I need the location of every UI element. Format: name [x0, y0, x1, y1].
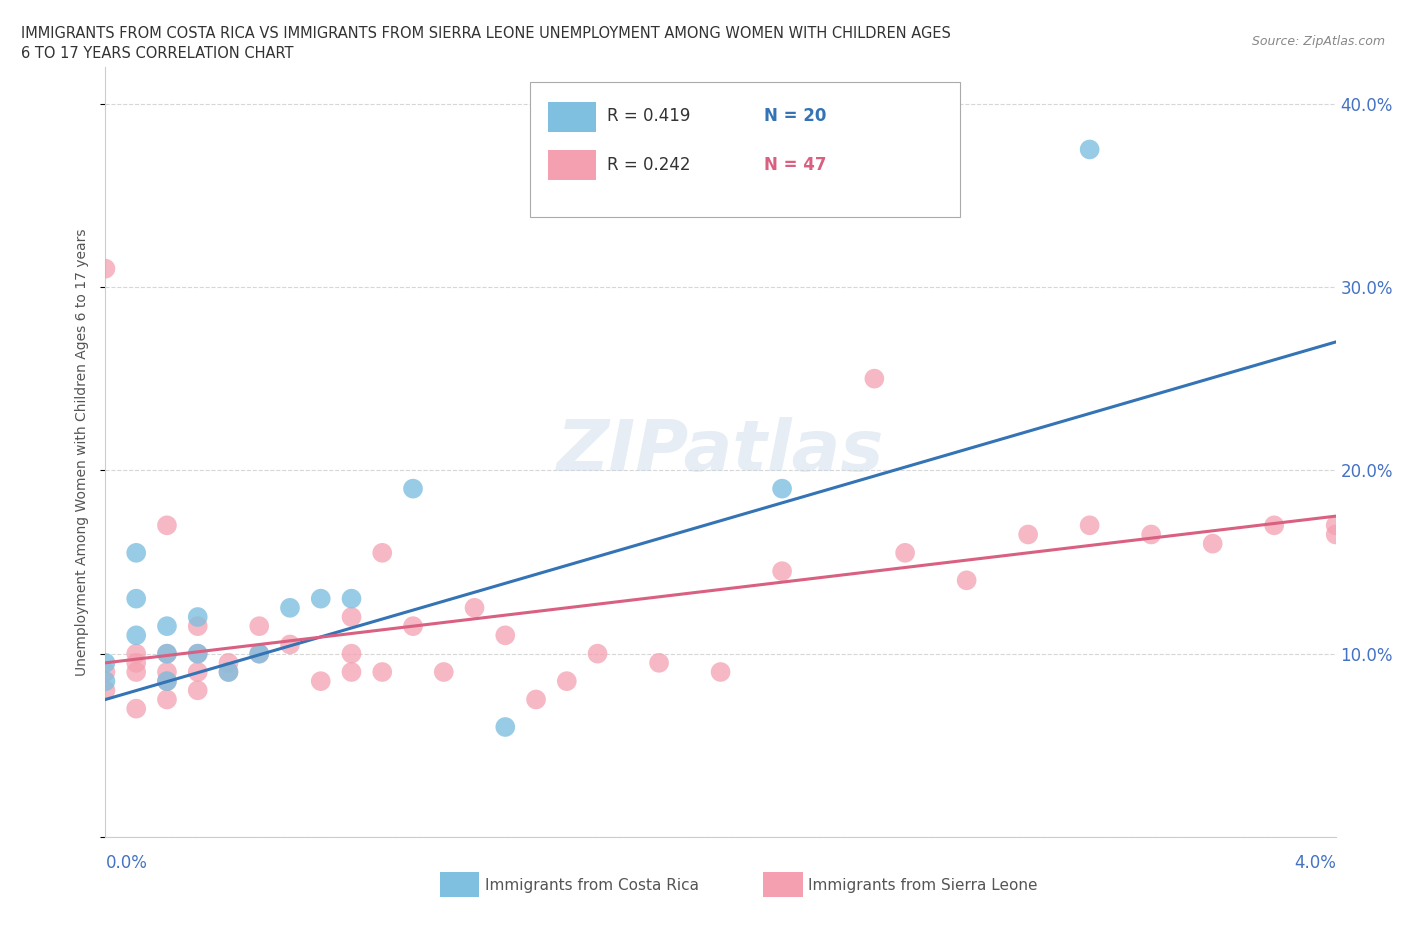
Point [156, 518, 179, 533]
Point [156, 646, 179, 661]
Point [125, 701, 148, 716]
Point [156, 673, 179, 688]
Text: 6 TO 17 YEARS CORRELATION CHART: 6 TO 17 YEARS CORRELATION CHART [21, 46, 294, 61]
Point [187, 646, 209, 661]
Point [340, 591, 363, 606]
Point [956, 573, 979, 588]
Text: IMMIGRANTS FROM COSTA RICA VS IMMIGRANTS FROM SIERRA LEONE UNEMPLOYMENT AMONG WO: IMMIGRANTS FROM COSTA RICA VS IMMIGRANTS… [21, 26, 950, 41]
Point [125, 665, 148, 680]
Point [125, 545, 148, 560]
Point [156, 665, 179, 680]
Point [218, 665, 240, 680]
Point [156, 673, 179, 688]
Point [187, 683, 209, 698]
Point [156, 692, 179, 707]
Point [648, 656, 671, 671]
Point [187, 665, 209, 680]
Point [371, 665, 394, 680]
Point [494, 720, 516, 735]
Point [309, 673, 332, 688]
Text: N = 47: N = 47 [763, 155, 827, 174]
Text: 4.0%: 4.0% [1294, 854, 1336, 872]
Point [586, 646, 609, 661]
Point [247, 646, 270, 661]
Point [770, 564, 793, 578]
FancyBboxPatch shape [440, 872, 479, 897]
Point [187, 646, 209, 661]
Point [710, 665, 733, 680]
Point [371, 545, 394, 560]
Point [125, 628, 148, 643]
Point [94, 261, 117, 276]
Point [1078, 518, 1101, 533]
Point [218, 656, 240, 671]
Point [1017, 527, 1039, 542]
Point [524, 692, 547, 707]
Text: Immigrants from Sierra Leone: Immigrants from Sierra Leone [808, 878, 1038, 893]
Point [1324, 518, 1347, 533]
Text: ZIPatlas: ZIPatlas [557, 418, 884, 486]
Point [1078, 142, 1101, 157]
Point [125, 656, 148, 671]
Point [187, 618, 209, 633]
Point [340, 646, 363, 661]
Point [156, 618, 179, 633]
Point [863, 371, 886, 386]
Point [278, 637, 301, 652]
Point [247, 618, 270, 633]
Point [187, 609, 209, 624]
Text: R = 0.419: R = 0.419 [607, 107, 690, 126]
Point [433, 665, 456, 680]
Point [309, 591, 332, 606]
FancyBboxPatch shape [548, 150, 596, 180]
Text: Immigrants from Costa Rica: Immigrants from Costa Rica [485, 878, 699, 893]
Point [125, 646, 148, 661]
Point [464, 601, 486, 616]
Point [770, 481, 793, 496]
Point [247, 646, 270, 661]
Point [586, 188, 609, 203]
Point [94, 683, 117, 698]
Point [402, 481, 425, 496]
Point [340, 609, 363, 624]
Text: Source: ZipAtlas.com: Source: ZipAtlas.com [1251, 35, 1385, 48]
Point [1263, 518, 1285, 533]
FancyBboxPatch shape [763, 872, 803, 897]
Point [894, 545, 917, 560]
Point [1324, 527, 1347, 542]
Point [218, 665, 240, 680]
Point [125, 591, 148, 606]
Point [1140, 527, 1163, 542]
Point [402, 618, 425, 633]
Y-axis label: Unemployment Among Women with Children Ages 6 to 17 years: Unemployment Among Women with Children A… [75, 228, 89, 676]
Point [555, 673, 578, 688]
Point [94, 656, 117, 671]
Point [94, 665, 117, 680]
Text: R = 0.242: R = 0.242 [607, 155, 690, 174]
Text: 0.0%: 0.0% [105, 854, 148, 872]
Point [494, 628, 516, 643]
Point [156, 646, 179, 661]
Point [278, 601, 301, 616]
Point [340, 665, 363, 680]
Point [94, 673, 117, 688]
FancyBboxPatch shape [530, 83, 960, 217]
FancyBboxPatch shape [548, 101, 596, 132]
Point [1201, 537, 1223, 551]
Text: N = 20: N = 20 [763, 107, 825, 126]
